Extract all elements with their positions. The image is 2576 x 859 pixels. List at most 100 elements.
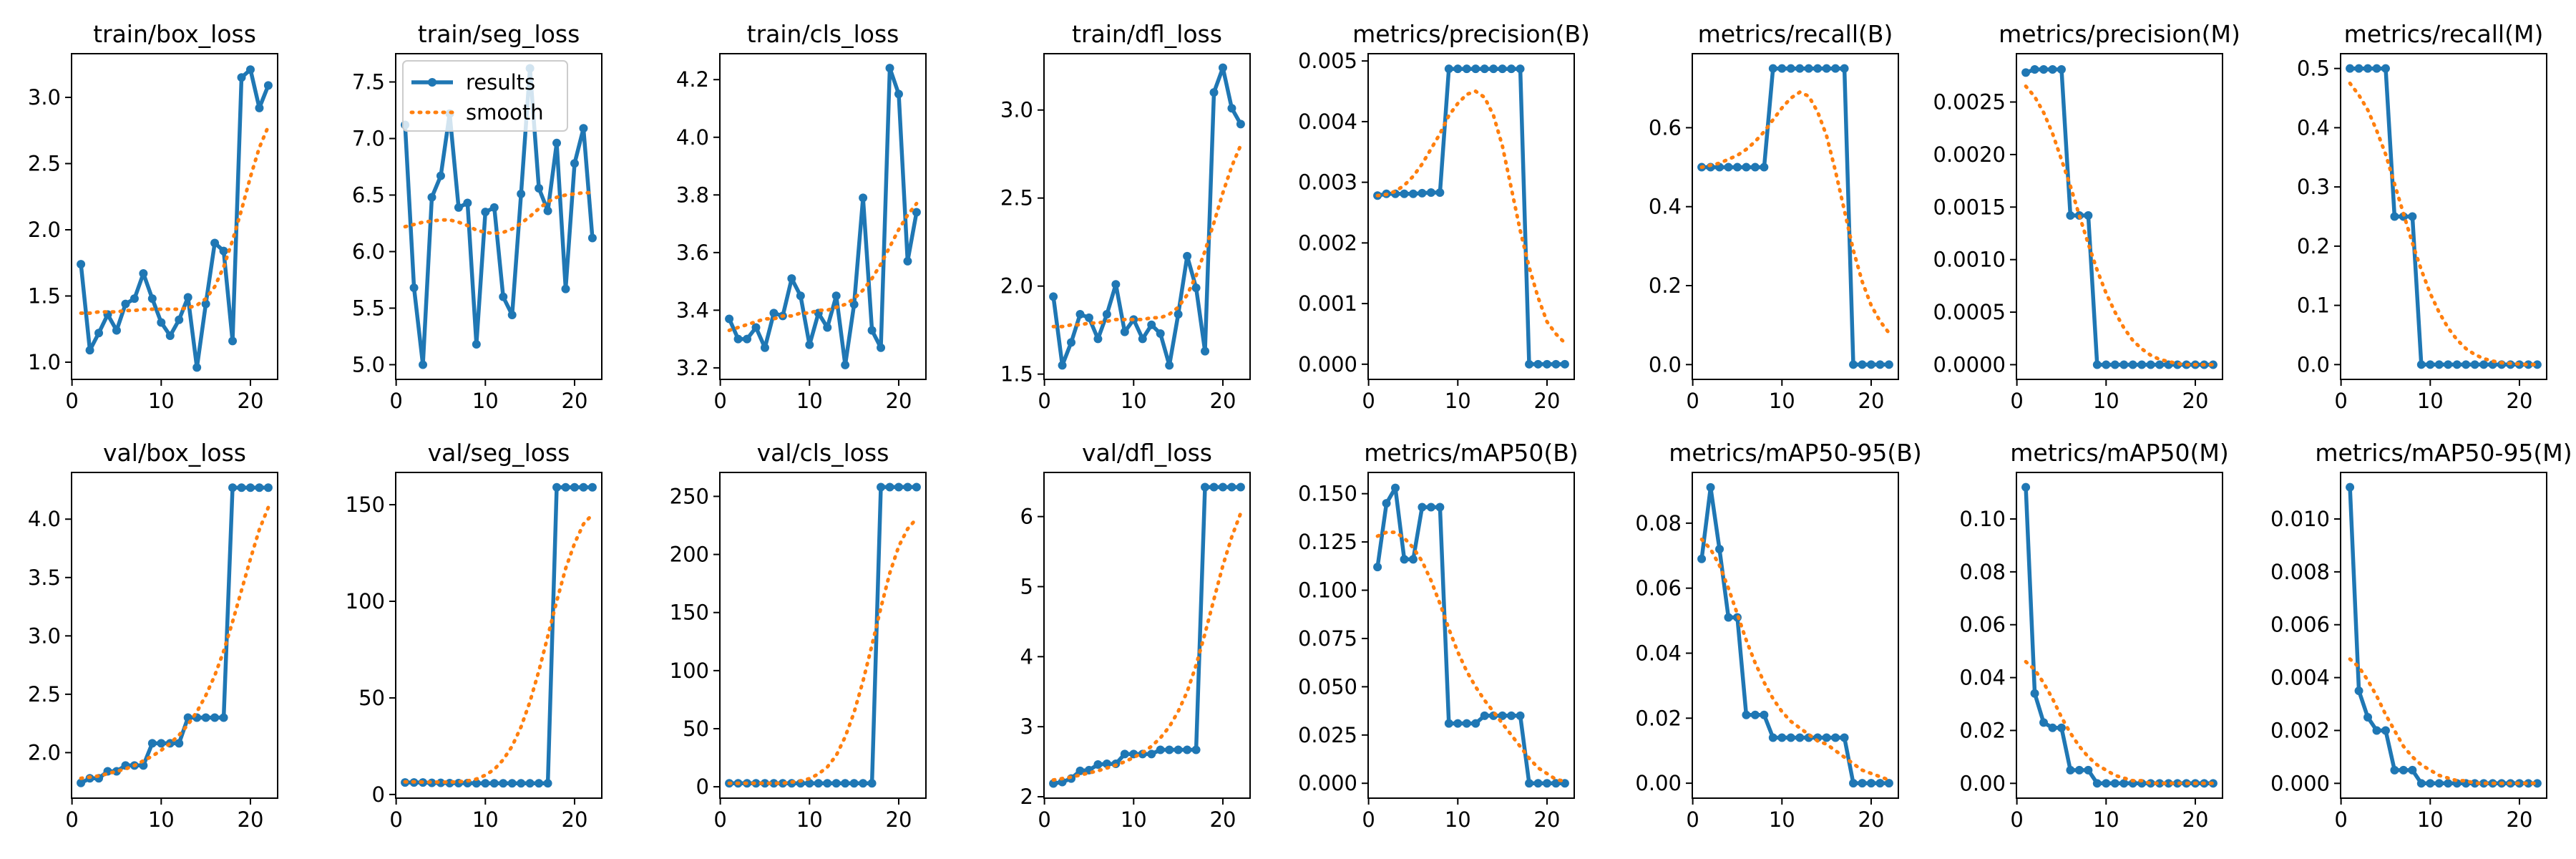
y-tick-label: 150 [670, 601, 709, 625]
y-tick-label: 150 [346, 492, 385, 517]
data-point [165, 331, 175, 340]
data-point [517, 189, 526, 198]
data-point [903, 482, 912, 492]
data-point [1236, 482, 1245, 492]
data-point [733, 334, 743, 344]
data-point [2137, 360, 2147, 369]
plot-area [2021, 65, 2218, 369]
data-point [2434, 360, 2444, 369]
y-tick-label: 7.0 [352, 126, 385, 150]
data-point [245, 483, 255, 492]
y-tick-label: 4.2 [676, 67, 709, 92]
data-point [2084, 765, 2093, 775]
data-point [237, 73, 246, 82]
data-point [121, 299, 130, 309]
data-point [1426, 503, 1435, 512]
data-point [1831, 733, 1840, 742]
data-point [2110, 779, 2119, 788]
series-results-line [2348, 487, 2537, 786]
data-point [2119, 779, 2129, 788]
data-point [805, 779, 814, 788]
series-smooth-line [1051, 143, 1243, 329]
series-smooth-line [403, 190, 595, 236]
data-point [552, 482, 562, 492]
data-point [1426, 188, 1435, 198]
y-tick-label: 2.0 [28, 218, 61, 242]
data-point [2155, 360, 2165, 369]
y-tick-label: 3.0 [28, 85, 61, 110]
series-results-line [1702, 66, 1889, 367]
y-tick-label: 3.4 [676, 298, 709, 322]
data-point [94, 329, 104, 338]
y-tick-label: 0.0 [1649, 352, 1682, 377]
panel-train-box-loss: train/box_loss 0 10 20 1.0 1.5 2.0 2.5 3.0 [28, 20, 278, 413]
data-point [2462, 360, 2471, 369]
x-tick-label: 20 [2182, 389, 2209, 413]
plot-area [1049, 63, 1245, 370]
panel-title: metrics/precision(B) [1352, 20, 1590, 48]
panel-title: train/box_loss [93, 20, 256, 48]
y-tick-label: 6 [1020, 505, 1033, 529]
data-point [2426, 360, 2435, 369]
x-tick-label: 0 [65, 389, 78, 413]
data-point [1525, 359, 1534, 369]
series-smooth-line [727, 516, 919, 785]
data-point [1875, 360, 1885, 369]
x-tick-label: 20 [2182, 807, 2209, 832]
data-point [535, 779, 544, 788]
y-tick-label: 7.5 [352, 69, 385, 94]
y-tick-label: 0.1 [2297, 293, 2330, 318]
y-tick-label: 0.04 [1959, 666, 2006, 690]
y-tick-label: 100 [346, 589, 385, 613]
data-point [1849, 779, 1858, 788]
data-point [1760, 710, 1769, 719]
data-point [1111, 280, 1121, 289]
panel-metrics-map50-m: metrics/mAP50(M) 0 10 20 0.00 0.02 0.04 0.06 0.0… [1959, 439, 2228, 832]
data-point [903, 256, 912, 266]
panel-title: val/seg_loss [428, 439, 570, 467]
x-tick-label: 10 [1121, 807, 1147, 832]
y-tick-label: 0 [696, 775, 709, 799]
plot-area [401, 64, 597, 369]
series-smooth-line [2024, 659, 2215, 785]
data-point [1742, 162, 1751, 172]
data-point [561, 284, 570, 293]
y-tick-label: 0.006 [2270, 613, 2330, 637]
data-point [255, 483, 264, 492]
data-point [1165, 745, 1174, 754]
data-point [263, 81, 273, 90]
y-tick-label: 0.050 [1298, 674, 1357, 699]
data-point [245, 65, 255, 74]
x-tick-label: 20 [886, 807, 912, 832]
data-point [2074, 765, 2084, 775]
data-point [1480, 711, 1489, 720]
y-tick-label: 0.0025 [1933, 90, 2006, 115]
data-point [525, 779, 535, 788]
data-point [1822, 733, 1831, 742]
data-point [1840, 733, 1849, 742]
data-point [1382, 499, 1391, 508]
y-tick-label: 4 [1020, 644, 1033, 669]
data-point [1849, 360, 1858, 369]
plot-area [2021, 482, 2218, 788]
data-point [1453, 719, 1463, 728]
x-tick-label: 10 [148, 807, 175, 832]
panel-title: val/cls_loss [757, 439, 889, 467]
data-point [1462, 64, 1471, 74]
series-results-line [2350, 66, 2537, 367]
x-tick-label: 20 [1534, 807, 1561, 832]
x-tick-label: 10 [1445, 389, 1471, 413]
series-results-line [79, 67, 270, 370]
y-tick-label: 3.2 [676, 356, 709, 380]
legend: results smooth [402, 60, 568, 132]
data-point [877, 343, 886, 352]
data-point [1209, 482, 1219, 492]
panel-title: metrics/mAP50(B) [1364, 439, 1579, 467]
data-point [587, 233, 597, 243]
data-point [1058, 361, 1067, 370]
data-point [2119, 360, 2129, 369]
data-point [1858, 779, 1867, 788]
data-point [2416, 360, 2426, 369]
y-tick-label: 0.150 [1298, 482, 1357, 506]
data-point [77, 778, 86, 787]
